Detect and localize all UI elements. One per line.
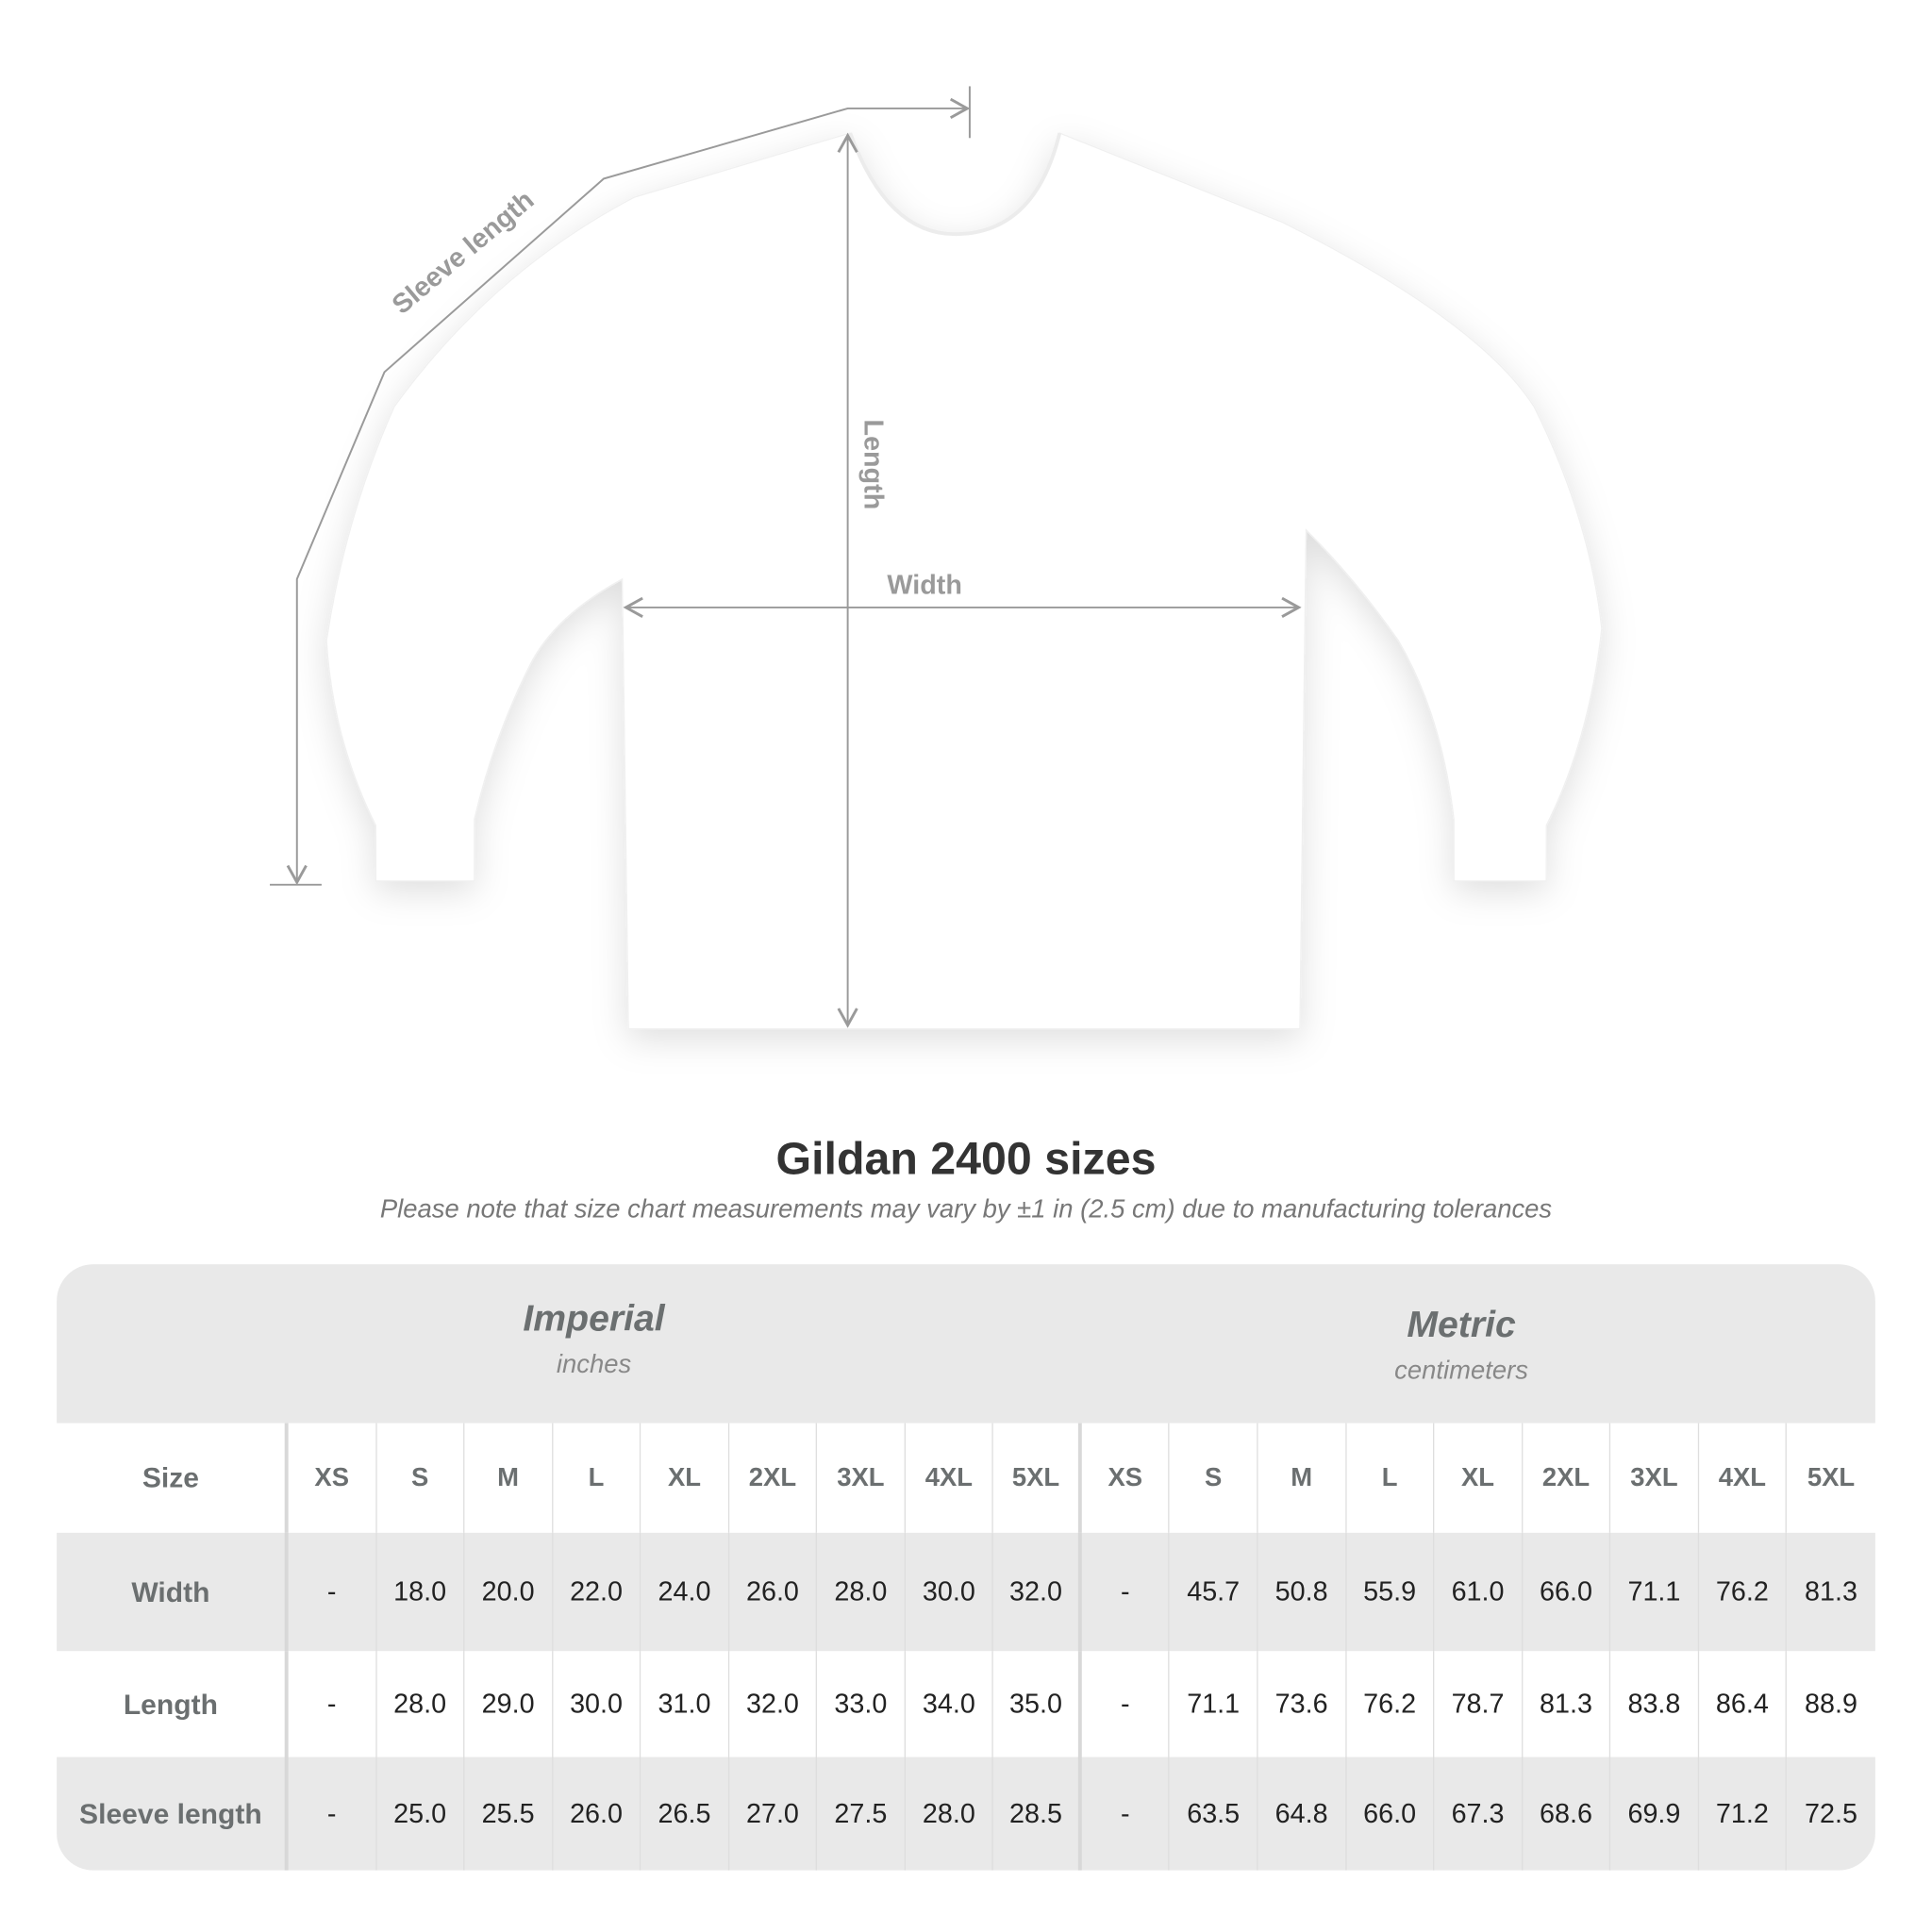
metric-value: 71.2: [1699, 1757, 1788, 1871]
imperial-unit: inches: [556, 1350, 632, 1379]
metric-value: -: [1082, 1651, 1171, 1757]
width-label: Width: [887, 569, 962, 601]
size-imperial: M: [465, 1423, 553, 1533]
size-metric: 4XL: [1699, 1423, 1788, 1533]
table-row: Sleeve length -25.0 25.5 26.0 26.5 27.0 27.5 28…: [57, 1757, 1875, 1871]
metric-value: -: [1082, 1757, 1171, 1871]
size-imperial: S: [376, 1423, 465, 1533]
imperial-value: 18.0: [376, 1532, 465, 1652]
imperial-value: 29.0: [465, 1651, 553, 1757]
imperial-value: 25.5: [465, 1757, 553, 1871]
row-label: Sleeve length: [57, 1757, 289, 1871]
metric-value: 55.9: [1346, 1532, 1435, 1652]
metric-value: 71.1: [1610, 1532, 1699, 1652]
imperial-value: 25.0: [376, 1757, 465, 1871]
row-label: Length: [57, 1651, 289, 1757]
metric-value: 66.0: [1523, 1532, 1611, 1652]
size-metric: M: [1258, 1423, 1347, 1533]
imperial-value: 31.0: [641, 1651, 729, 1757]
metric-value: 88.9: [1805, 1688, 1857, 1720]
imperial-value: 26.0: [729, 1532, 818, 1652]
imperial-value: 30.0: [553, 1651, 641, 1757]
size-imperial: L: [553, 1423, 641, 1533]
size-header: Size: [57, 1423, 289, 1533]
size-metric: XS: [1082, 1423, 1171, 1533]
metric-name: Metric: [1407, 1305, 1516, 1346]
imperial-value: 32.0: [729, 1651, 818, 1757]
metric-value: 69.9: [1610, 1757, 1699, 1871]
metric-value: 71.1: [1170, 1651, 1258, 1757]
sleeve-measure-line: [286, 97, 971, 886]
imperial-value: 26.0: [553, 1757, 641, 1871]
size-imperial: 3XL: [817, 1423, 906, 1533]
imperial-value: 26.5: [641, 1757, 729, 1871]
metric-value: 68.6: [1523, 1757, 1611, 1871]
chart-title: Gildan 2400 sizes: [775, 1133, 1157, 1185]
metric-value: 73.6: [1258, 1651, 1347, 1757]
metric-value: -: [1082, 1532, 1171, 1652]
metric-value: 81.3: [1805, 1575, 1857, 1607]
imperial-value: 28.0: [376, 1651, 465, 1757]
size-imperial: XS: [289, 1423, 377, 1533]
metric-unit: centimeters: [1394, 1357, 1528, 1386]
metric-value: 67.3: [1434, 1757, 1523, 1871]
metric-value: 66.0: [1346, 1757, 1435, 1871]
size-imperial: 2XL: [729, 1423, 818, 1533]
imperial-value: 22.0: [553, 1532, 641, 1652]
imperial-value: 34.0: [906, 1651, 994, 1757]
imperial-header: Imperial inches: [347, 1299, 840, 1380]
imperial-name: Imperial: [523, 1298, 665, 1340]
row-label: Width: [57, 1532, 289, 1652]
metric-value: 61.0: [1434, 1532, 1523, 1652]
imperial-value: 27.0: [729, 1757, 818, 1871]
size-metric: 2XL: [1523, 1423, 1611, 1533]
metric-value: 76.2: [1699, 1532, 1788, 1652]
imperial-value: 20.0: [465, 1532, 553, 1652]
table-row: Length -28.0 29.0 30.0 31.0 32.0 33.0 34.0 35.0-…: [57, 1651, 1875, 1757]
imperial-value: 28.0: [906, 1757, 994, 1871]
imperial-value: 32.0: [993, 1532, 1082, 1652]
long-sleeve-shirt: [325, 132, 1603, 1030]
imperial-value: -: [289, 1757, 377, 1871]
metric-value: 76.2: [1346, 1651, 1435, 1757]
imperial-value: 27.5: [817, 1757, 906, 1871]
size-row: Size XS S M L XL 2XL 3XL 4XL 5XL XS S M L XL 2XL 3XL 4XL 5…: [57, 1423, 1875, 1533]
imperial-value: 30.0: [906, 1532, 994, 1652]
metric-header: Metric centimeters: [1215, 1305, 1707, 1386]
length-label: Length: [858, 419, 890, 510]
size-imperial: XL: [641, 1423, 729, 1533]
metric-value: 86.4: [1699, 1651, 1788, 1757]
metric-value: 81.3: [1523, 1651, 1611, 1757]
metric-value: 50.8: [1258, 1532, 1347, 1652]
size-table: Imperial inches Metric centimeters Size X…: [57, 1264, 1875, 1871]
metric-value: 72.5: [1805, 1797, 1857, 1829]
size-metric: L: [1346, 1423, 1435, 1533]
imperial-value: 33.0: [817, 1651, 906, 1757]
imperial-value: 28.5: [993, 1757, 1082, 1871]
chart-subtitle: Please note that size chart measurements…: [379, 1194, 1553, 1224]
metric-value: 83.8: [1610, 1651, 1699, 1757]
size-imperial: 4XL: [906, 1423, 994, 1533]
imperial-value: -: [289, 1651, 377, 1757]
imperial-value: 28.0: [817, 1532, 906, 1652]
size-metric: 3XL: [1610, 1423, 1699, 1533]
metric-value: 63.5: [1170, 1757, 1258, 1871]
imperial-value: 24.0: [641, 1532, 729, 1652]
shirt-diagram: [270, 86, 1603, 1030]
imperial-value: 35.0: [993, 1651, 1082, 1757]
size-metric: 5XL: [1807, 1463, 1856, 1492]
metric-value: 78.7: [1434, 1651, 1523, 1757]
size-metric: XL: [1434, 1423, 1523, 1533]
size-metric: S: [1170, 1423, 1258, 1533]
table-row: Width -18.0 20.0 22.0 24.0 26.0 28.0 30.0 32.0-4…: [57, 1532, 1875, 1652]
metric-value: 45.7: [1170, 1532, 1258, 1652]
size-imperial: 5XL: [993, 1423, 1082, 1533]
metric-value: 64.8: [1258, 1757, 1347, 1871]
table-header: Imperial inches Metric centimeters: [57, 1264, 1875, 1424]
imperial-value: -: [289, 1532, 377, 1652]
